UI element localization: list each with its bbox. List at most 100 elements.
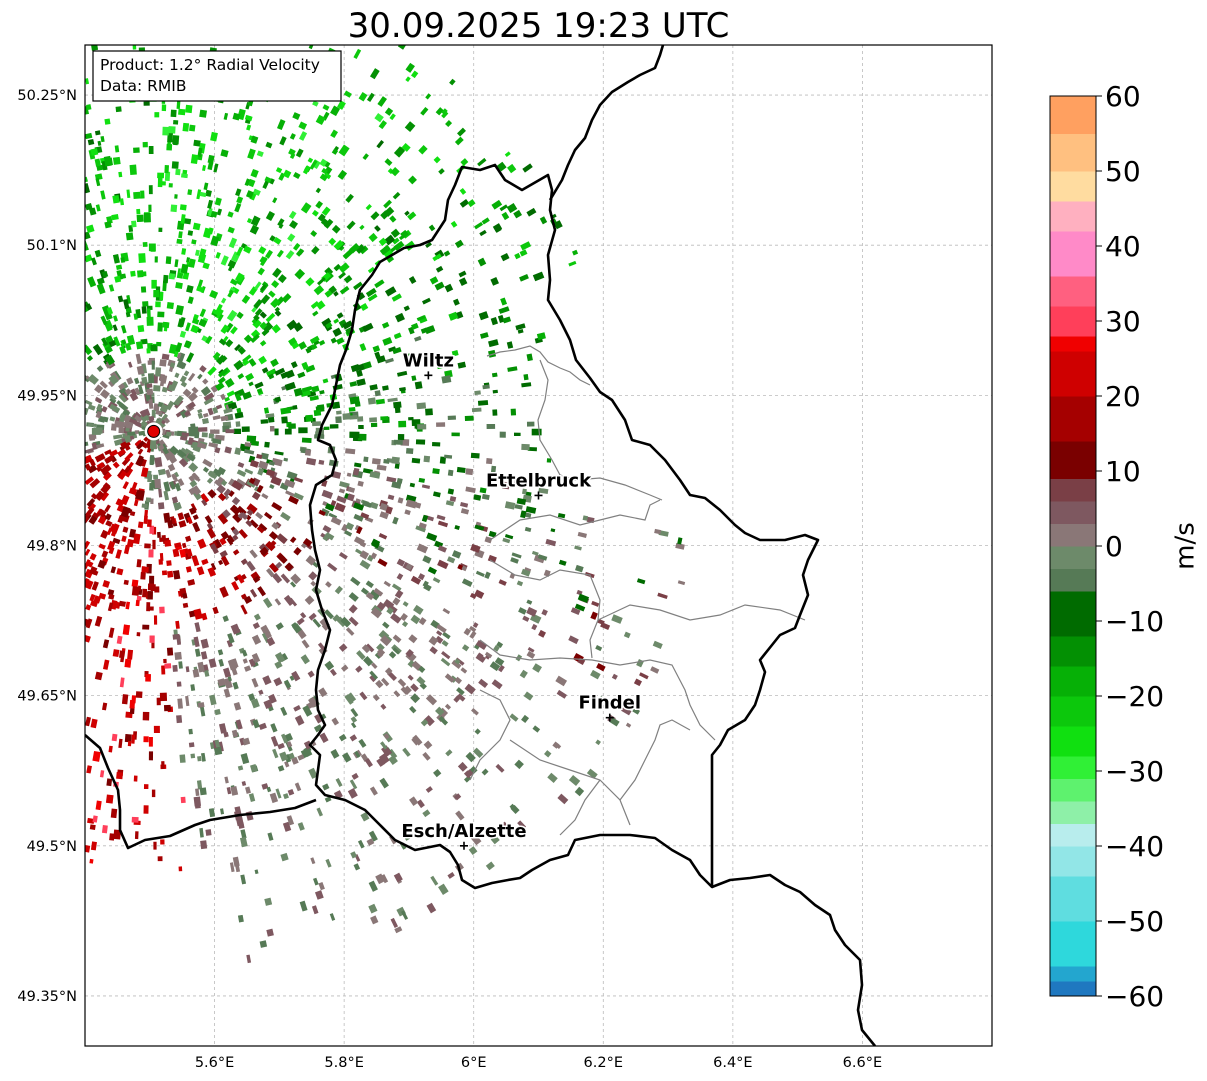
- velocity-echo: [164, 171, 171, 182]
- velocity-echo: [292, 112, 301, 120]
- velocity-echo: [488, 339, 499, 348]
- velocity-echo: [526, 421, 535, 427]
- velocity-echo: [590, 611, 598, 620]
- velocity-echo: [227, 676, 232, 682]
- velocity-echo: [252, 575, 261, 583]
- velocity-echo: [399, 386, 406, 392]
- velocity-echo: [148, 751, 154, 761]
- velocity-echo: [393, 439, 403, 445]
- velocity-echo: [112, 324, 118, 332]
- velocity-echo: [392, 516, 399, 525]
- velocity-echo: [270, 735, 279, 747]
- velocity-echo: [376, 643, 385, 652]
- colorbar-tick-label: 0: [1105, 530, 1123, 563]
- velocity-echo: [317, 642, 326, 651]
- velocity-echo: [146, 308, 151, 318]
- velocity-echo: [135, 691, 143, 698]
- velocity-echo: [322, 533, 330, 542]
- velocity-echo: [229, 862, 235, 873]
- velocity-echo: [163, 704, 171, 712]
- velocity-echo: [652, 640, 663, 649]
- velocity-echo: [197, 279, 204, 288]
- velocity-echo: [265, 540, 276, 552]
- velocity-echo: [519, 669, 528, 679]
- velocity-echo: [156, 341, 162, 347]
- velocity-echo: [511, 552, 522, 559]
- velocity-echo: [445, 500, 455, 507]
- velocity-echo: [94, 249, 102, 258]
- velocity-echo: [160, 839, 165, 845]
- velocity-echo: [266, 928, 274, 937]
- velocity-echo: [383, 458, 390, 464]
- velocity-echo: [212, 606, 219, 615]
- velocity-echo: [148, 736, 153, 747]
- velocity-echo: [233, 428, 241, 434]
- velocity-echo: [214, 446, 221, 454]
- velocity-echo: [474, 390, 481, 396]
- velocity-echo: [371, 662, 378, 669]
- velocity-echo: [454, 676, 463, 685]
- velocity-echo: [217, 492, 227, 502]
- velocity-echo: [591, 600, 600, 607]
- velocity-echo: [586, 768, 598, 779]
- velocity-echo: [242, 658, 248, 664]
- velocity-echo: [384, 158, 393, 167]
- velocity-echo: [252, 318, 262, 329]
- velocity-echo: [245, 190, 254, 199]
- velocity-echo: [312, 421, 322, 427]
- velocity-echo: [357, 839, 365, 849]
- velocity-echo: [227, 632, 235, 644]
- velocity-echo: [388, 755, 398, 766]
- velocity-echo: [312, 310, 319, 317]
- velocity-echo: [658, 530, 669, 537]
- velocity-echo: [298, 427, 308, 434]
- colorbar-tick-label: 40: [1105, 230, 1141, 263]
- velocity-echo: [572, 249, 579, 256]
- velocity-echo: [450, 220, 458, 228]
- velocity-echo: [506, 341, 514, 349]
- velocity-echo: [149, 454, 155, 466]
- velocity-echo: [240, 829, 247, 839]
- velocity-echo: [96, 465, 103, 472]
- velocity-echo: [352, 467, 360, 476]
- velocity-echo: [259, 256, 266, 264]
- velocity-echo: [489, 661, 501, 672]
- velocity-echo: [112, 649, 120, 658]
- velocity-echo: [182, 455, 190, 463]
- velocity-echo: [392, 347, 402, 355]
- velocity-echo: [274, 428, 279, 436]
- velocity-echo: [336, 100, 346, 110]
- velocity-echo: [297, 822, 305, 831]
- velocity-echo: [493, 644, 500, 652]
- velocity-echo: [284, 428, 292, 435]
- velocity-echo: [136, 559, 142, 568]
- velocity-echo: [85, 716, 92, 727]
- velocity-echo: [252, 188, 261, 196]
- velocity-echo: [444, 673, 455, 683]
- velocity-echo: [636, 578, 646, 585]
- velocity-echo: [207, 199, 214, 209]
- velocity-echo: [304, 449, 312, 456]
- velocity-echo: [135, 489, 144, 500]
- velocity-echo: [492, 409, 498, 416]
- city-marker: [459, 841, 468, 850]
- velocity-echo: [249, 440, 260, 446]
- velocity-echo: [384, 234, 396, 246]
- velocity-echo: [313, 724, 323, 733]
- velocity-echo: [304, 595, 315, 605]
- velocity-echo: [477, 257, 487, 267]
- velocity-echo: [176, 101, 181, 110]
- velocity-echo: [183, 340, 192, 349]
- velocity-echo: [119, 387, 130, 398]
- velocity-echo: [421, 484, 431, 489]
- velocity-echo: [187, 392, 198, 402]
- velocity-echo: [301, 639, 310, 649]
- colorbar-segment: [1050, 351, 1096, 397]
- velocity-echo: [243, 245, 252, 254]
- velocity-echo: [137, 325, 145, 333]
- velocity-echo: [85, 224, 95, 234]
- velocity-echo: [315, 187, 322, 194]
- velocity-echo: [161, 104, 167, 112]
- velocity-echo: [133, 147, 140, 153]
- velocity-echo: [402, 685, 412, 695]
